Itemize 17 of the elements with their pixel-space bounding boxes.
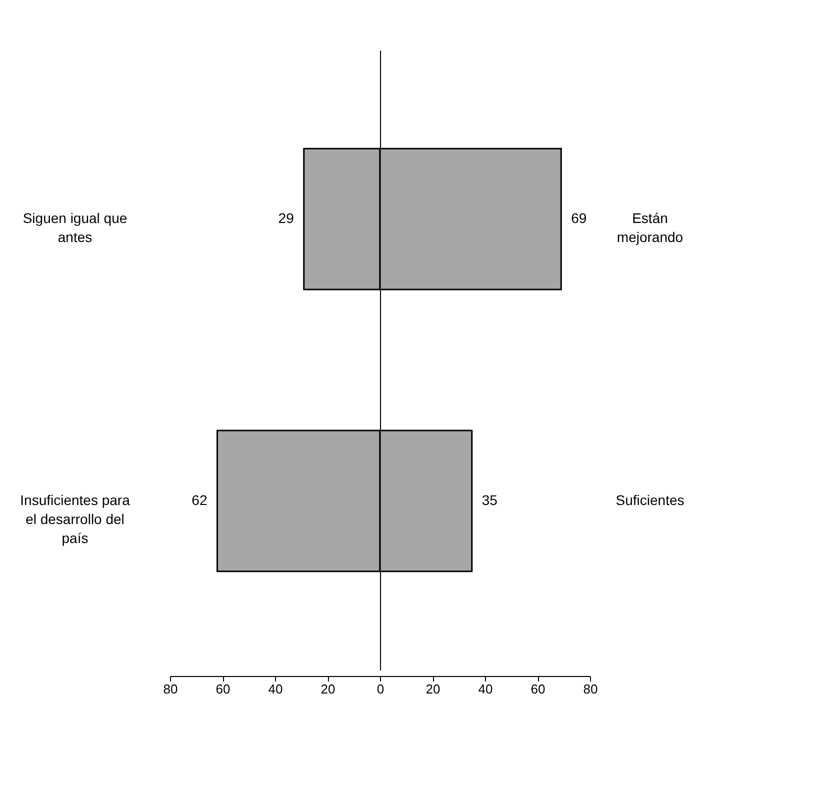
x-tick-label: 40 <box>478 682 493 696</box>
data-label: 29 <box>278 210 294 226</box>
x-tick-label: 80 <box>163 682 178 696</box>
x-tick-label: 40 <box>268 682 283 696</box>
y-tick-label: Insuficientes para el desarrollo del país <box>20 492 130 546</box>
x-tick-label: 20 <box>320 682 336 696</box>
data-label: 69 <box>571 210 587 226</box>
y-tick-label: Siguen igual que antes <box>22 210 128 246</box>
x-tick-label: 0 <box>376 682 384 696</box>
text: Suficientes <box>616 492 684 508</box>
text: Están mejorando <box>616 210 684 246</box>
data-label: 62 <box>192 492 208 508</box>
x-tick-label: 80 <box>583 682 598 696</box>
x-tick-label: 60 <box>530 682 546 696</box>
x-tick-label: 20 <box>426 682 440 696</box>
x-tick-label: 60 <box>216 682 230 696</box>
data-label: 35 <box>482 492 498 508</box>
